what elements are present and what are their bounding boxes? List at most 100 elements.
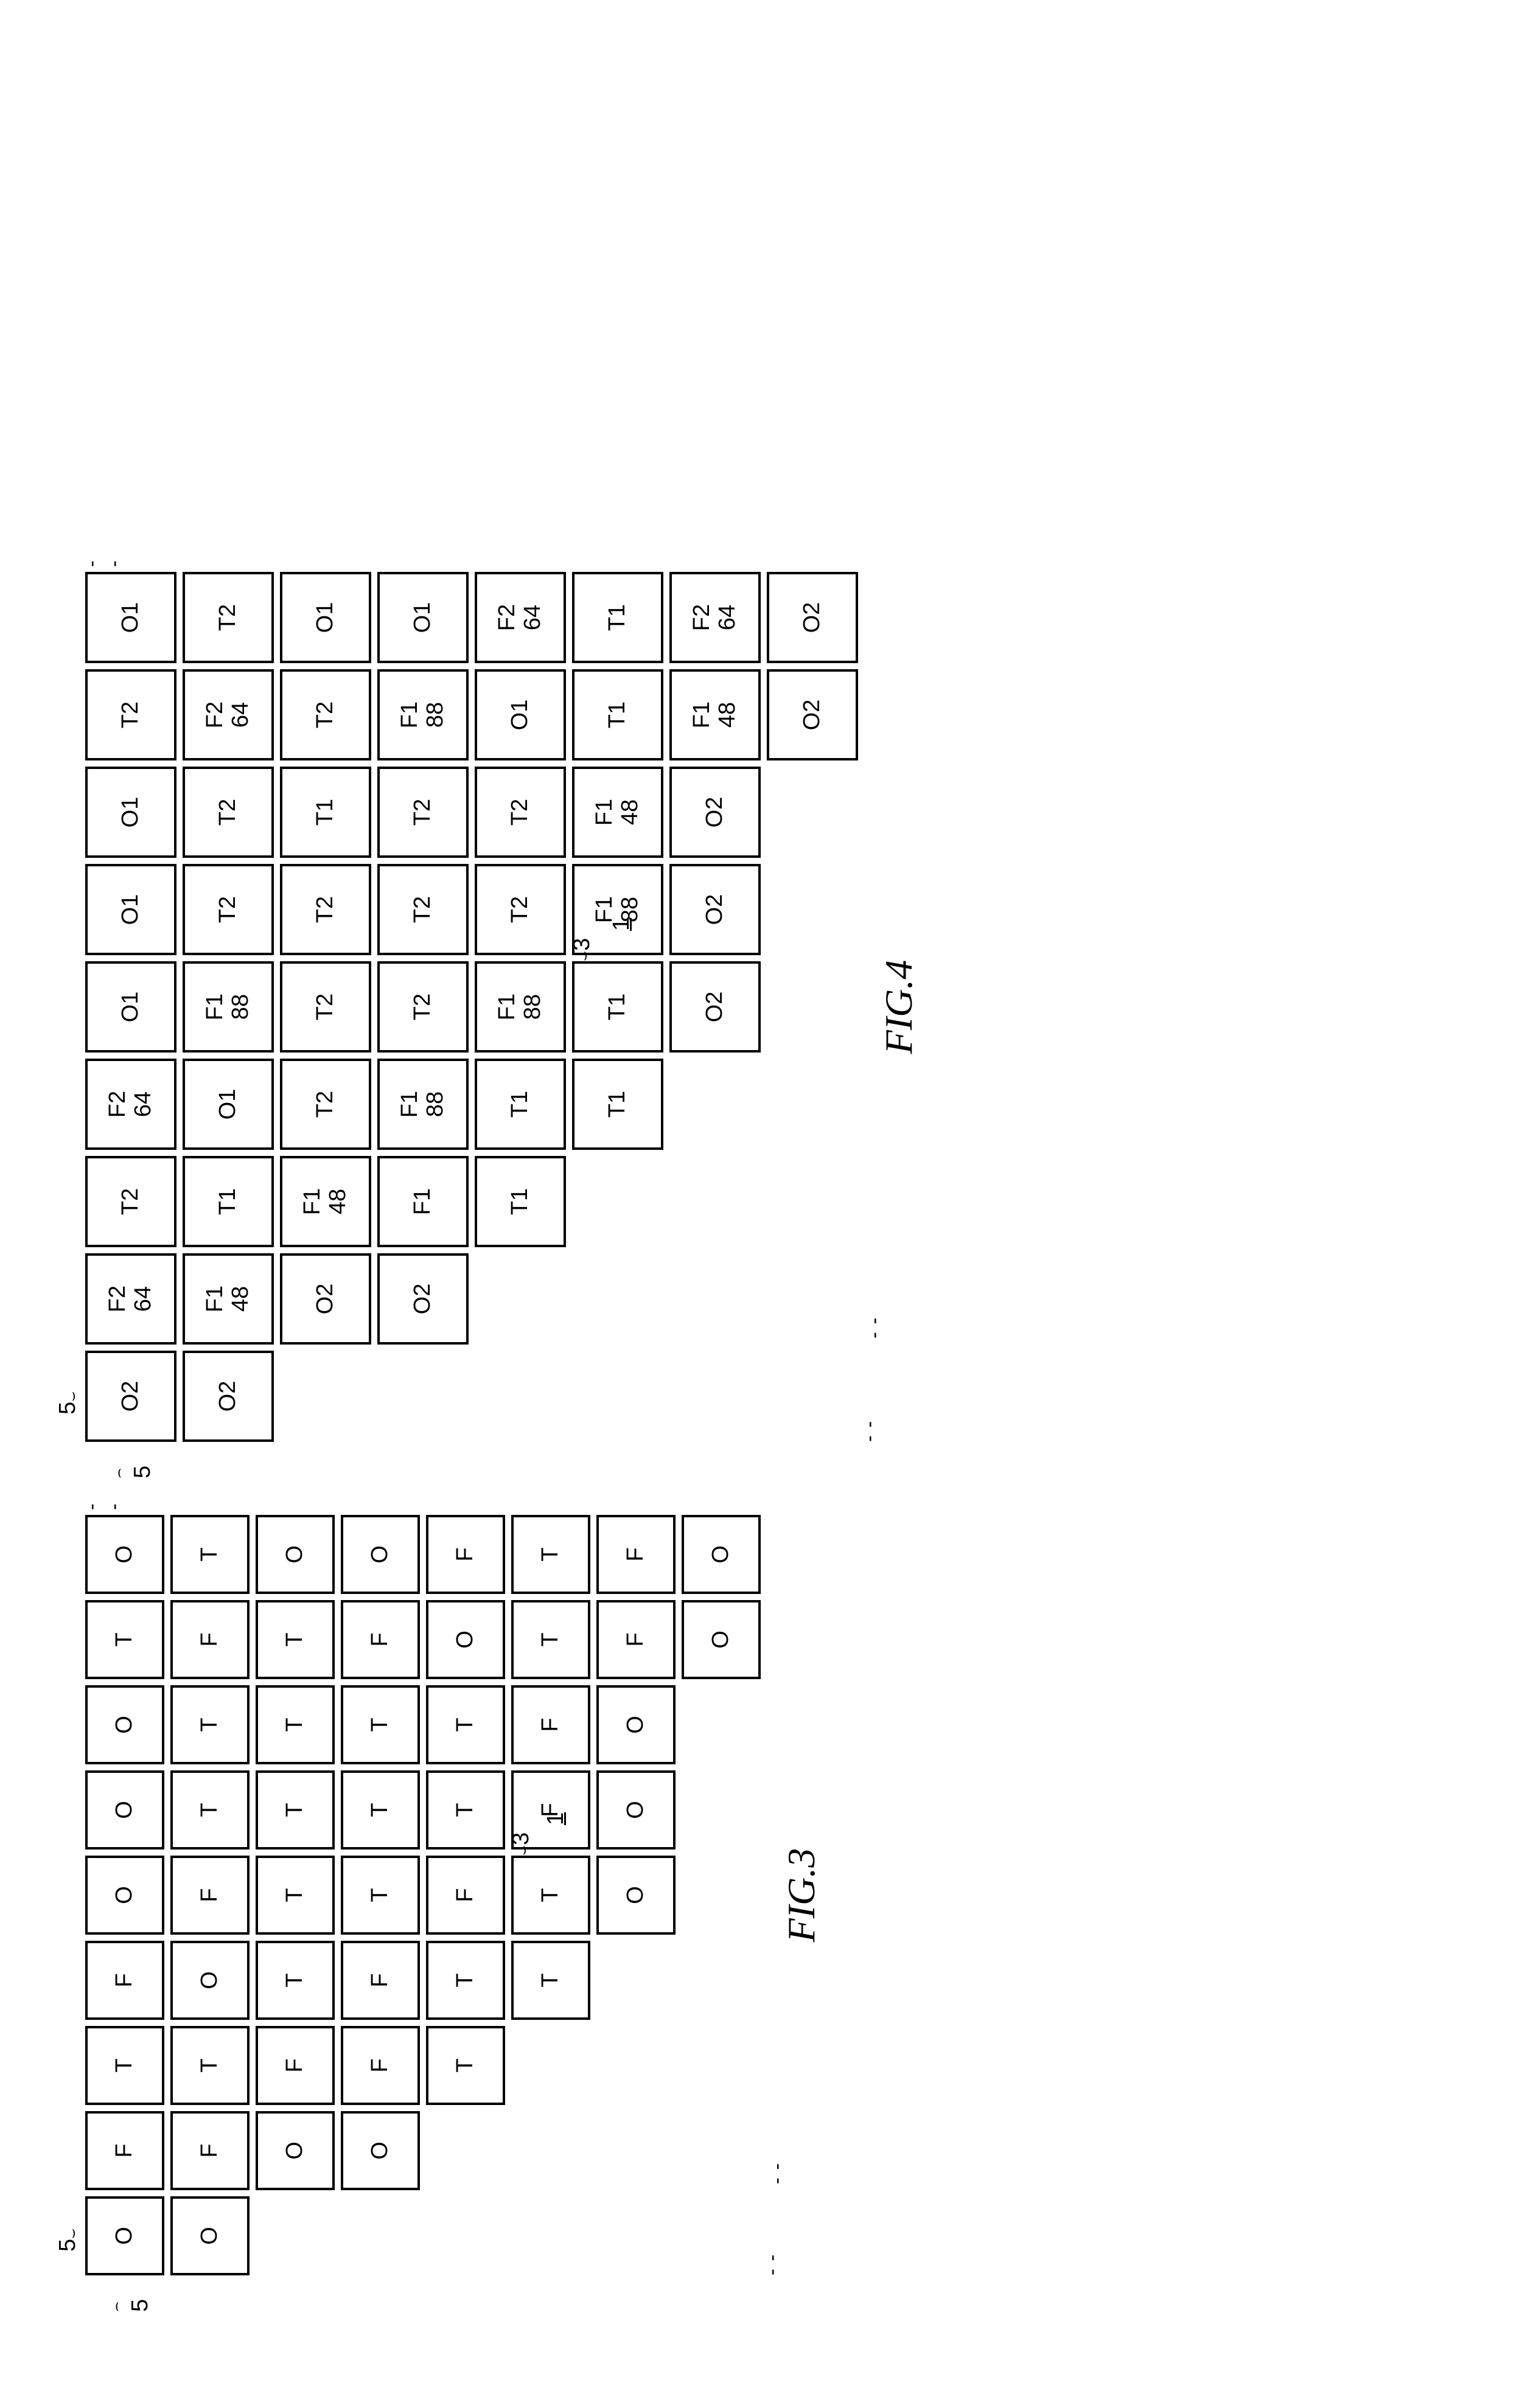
cell-text: F <box>368 1973 393 1987</box>
annotation-5: ⌢5 <box>103 1466 156 1478</box>
grid-cell: T <box>170 1515 250 1594</box>
empty-cell <box>767 1059 858 1150</box>
grid-cell: T <box>256 1856 335 1935</box>
cell-text: O <box>708 1545 734 1564</box>
cell-text: O2 <box>215 1381 241 1412</box>
corner-tick: - - <box>80 559 125 567</box>
cell-text: T2 <box>508 896 533 923</box>
cell-text: F2 <box>495 604 520 631</box>
cell-text: O <box>112 1886 138 1904</box>
grid-cell: O1 <box>85 961 176 1053</box>
grid-cell: F <box>596 1515 676 1594</box>
grid-cell: T <box>511 1856 590 1935</box>
cell-text: T2 <box>508 799 533 826</box>
empty-cell <box>511 2111 590 2190</box>
grid-cell: T <box>85 2026 164 2105</box>
grid-cell: O <box>170 2196 250 2275</box>
cell-text: F2 <box>690 604 715 631</box>
cell-text: 64 <box>131 1091 156 1117</box>
empty-cell <box>767 1351 858 1442</box>
cell-text: O2 <box>410 1284 436 1315</box>
grid-cell: O <box>85 1770 164 1849</box>
cell-text: F <box>112 1973 138 1987</box>
grid-cell: T2 <box>280 864 371 955</box>
cell-text: T1 <box>605 701 630 728</box>
cell-text: O <box>197 2227 223 2245</box>
empty-cell <box>596 2026 676 2105</box>
empty-cell <box>475 1253 566 1345</box>
cell-text: F2 <box>105 1091 131 1118</box>
empty-cell <box>596 2111 676 2190</box>
corner-tick: - - <box>761 2253 783 2275</box>
cell-text: F1 <box>300 1188 326 1215</box>
grid-cell: F264 <box>85 1059 176 1150</box>
grid-cell: T <box>85 1600 164 1679</box>
grid-cell: O <box>85 1685 164 1764</box>
cell-text: F <box>197 1632 223 1646</box>
cell-text: T <box>538 1888 564 1902</box>
empty-cell <box>682 2196 761 2275</box>
cell-text: T <box>538 1547 564 1561</box>
empty-cell <box>280 1351 371 1442</box>
cell-text: F1 <box>592 799 618 826</box>
empty-cell <box>426 2111 505 2190</box>
grid-cell: O2 <box>280 1253 371 1345</box>
cell-text: T2 <box>215 896 241 923</box>
grid-cell: O <box>596 1685 676 1764</box>
cell-text: O <box>112 1801 138 1819</box>
corner-tick: - - <box>858 1420 881 1442</box>
grid-cell: F <box>426 1515 505 1594</box>
cell-text: O2 <box>702 992 728 1023</box>
cell-text: O <box>112 1716 138 1734</box>
annotation-3: ⌣3 <box>508 1832 534 1856</box>
cell-text: F <box>623 1547 649 1561</box>
cell-text: 48 <box>618 799 643 825</box>
grid-cell: O1 <box>85 767 176 858</box>
grid-cell: O2 <box>767 669 858 760</box>
corner-tick: - - <box>80 1502 125 1510</box>
cell-text: T <box>197 1547 223 1561</box>
empty-cell <box>475 1351 566 1442</box>
fig4-grid: O2O2F264F148O2O2T2T1F148F1T1F264O1T2F188… <box>85 572 858 1442</box>
grid-cell: T2 <box>183 864 274 955</box>
cell-text: T2 <box>410 799 436 826</box>
grid-cell: T2 <box>475 767 566 858</box>
cell-text: F <box>282 2058 308 2072</box>
cell-text: 64 <box>131 1286 156 1312</box>
empty-cell <box>596 1941 676 2020</box>
cell-text: O <box>453 1630 478 1649</box>
cell-text: T <box>282 1632 308 1646</box>
annotation-5: 5⌣ <box>55 1391 81 1415</box>
grid-cell: O <box>170 1941 250 2020</box>
cell-text: T <box>453 1973 478 1987</box>
grid-cell: F <box>341 1941 420 2020</box>
cell-text: T1 <box>605 604 630 631</box>
grid-cell: O <box>426 1600 505 1679</box>
fig3: OOFFOOTTFFTFOTFTTOFTTFTOOTTTTFOOTTTTFOTF… <box>85 1515 1533 2275</box>
empty-cell <box>682 1856 761 1935</box>
empty-cell <box>572 1156 663 1247</box>
cell-text: O <box>623 1716 649 1734</box>
grid-cell: T <box>170 2026 250 2105</box>
grid-cell: T2 <box>183 572 274 663</box>
cell-text: T <box>453 1803 478 1817</box>
grid-cell: T1 <box>183 1156 274 1247</box>
grid-cell: F148 <box>669 669 761 760</box>
grid-cell: T1 <box>572 961 663 1053</box>
empty-cell <box>669 1059 761 1150</box>
cell-text: T <box>197 2058 223 2072</box>
cell-text: T <box>282 1888 308 1902</box>
grid-cell: O2 <box>669 767 761 858</box>
cell-text: F <box>368 1632 393 1646</box>
grid-cell: F148 <box>280 1156 371 1247</box>
cell-text: F1 <box>495 993 520 1020</box>
cell-text: T <box>197 1717 223 1731</box>
cell-text: F <box>453 1888 478 1902</box>
cell-text: O2 <box>702 894 728 925</box>
grid-cell: O <box>682 1600 761 1679</box>
grid-cell: T <box>256 1685 335 1764</box>
fig3-caption: FIG.3 <box>779 1515 824 2275</box>
empty-cell <box>767 864 858 955</box>
cell-text: O1 <box>215 1089 241 1120</box>
cell-text: T <box>282 1717 308 1731</box>
